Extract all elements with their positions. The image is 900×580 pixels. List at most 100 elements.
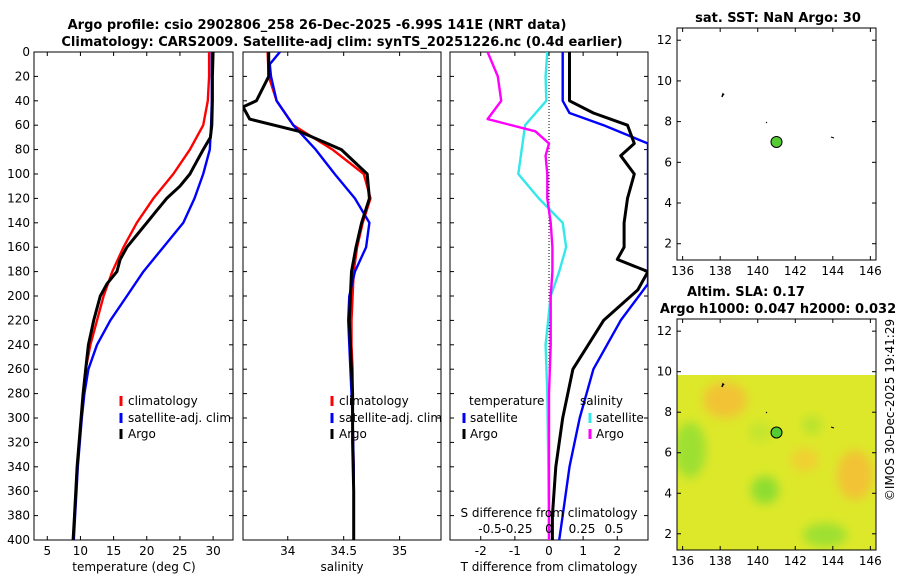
map-x-tick-label: 138 (709, 554, 732, 568)
y-tick-label: 380 (7, 509, 30, 523)
figure-title-line2: Climatology: CARS2009. Satellite-adj cli… (61, 35, 622, 50)
y-tick-label: 20 (15, 69, 30, 83)
sla-blob (802, 416, 822, 434)
sla-field-blobs (677, 382, 873, 547)
y-tick-label: 300 (7, 411, 30, 425)
sla-map-coast (721, 382, 835, 429)
map-y-tick-label: 4 (664, 486, 672, 500)
series-line-argo (71, 52, 215, 540)
legend-label-climatology: climatology (128, 394, 198, 408)
y-tick-label: 60 (15, 118, 30, 132)
argo-location-marker (770, 426, 783, 439)
y-tick-label: 220 (7, 313, 30, 327)
map-y-tick-label: 10 (657, 74, 672, 88)
y-tick-label: 120 (7, 191, 30, 205)
series-line-salinity-satellite (517, 52, 568, 540)
map-x-tick-label: 144 (821, 264, 844, 278)
salinity-legend: climatology satellite-adj. clim Argo (330, 394, 442, 441)
salinity-lines (243, 52, 372, 540)
legend-label-argo: Argo (128, 427, 156, 441)
difference-legend: temperature satellite Argo salinity sate… (462, 394, 644, 441)
x-tick-label: 2 (613, 544, 621, 558)
temperature-legend: climatology satellite-adj. clim Argo (119, 394, 231, 441)
map-x-tick-label: 136 (671, 554, 694, 568)
coast-fragment (721, 92, 725, 98)
x-tick-label: 34 (280, 544, 295, 558)
map-y-tick-label: 10 (657, 365, 672, 379)
salinity-ticks: 34 34.5 35 (243, 51, 441, 558)
x-tick-label: 34.5 (330, 544, 357, 558)
y-tick-label: 80 (15, 143, 30, 157)
sst-map-panel: sat. SST: NaN Argo: 30 136 138 140 142 144 14… (657, 11, 882, 278)
series-line-climatology (71, 52, 211, 540)
x-tick-label: 20 (139, 544, 154, 558)
timestamp-label: ©IMOS 30-Dec-2025 19:41:29 (883, 319, 897, 501)
sla-blob (837, 450, 873, 500)
y-tick-label: 160 (7, 240, 30, 254)
map-x-tick-label: 136 (671, 264, 694, 278)
legend-label-t-argo: Argo (470, 427, 498, 441)
y-tick-label: 180 (7, 265, 30, 279)
x-tick-label: 0 (545, 544, 553, 558)
sla-map-frame (676, 318, 877, 551)
map-y-tick-label: 6 (664, 155, 672, 169)
map-y-tick-label: 4 (664, 196, 672, 210)
series-line-satellite-adj-clim (72, 52, 214, 540)
map-y-tick-label: 12 (657, 33, 672, 47)
map-x-tick-label: 146 (859, 554, 882, 568)
legend-label-satellite: satellite-adj. clim (128, 411, 231, 425)
map-x-tick-label: 142 (784, 264, 807, 278)
map-y-tick-label: 12 (657, 324, 672, 338)
y-tick-label: 100 (7, 167, 30, 181)
coast-fragment (765, 411, 768, 414)
x-tick-label: 10 (73, 544, 88, 558)
y-tick-label: 200 (7, 289, 30, 303)
sla-map-panel: Altim. SLA: 0.17 Argo h1000: 0.047 h2000… (657, 285, 896, 568)
figure-title-line1: Argo profile: csio 2902806_258 26-Dec-20… (68, 18, 567, 33)
series-line-temperature-argo (550, 52, 648, 540)
sla-blob (803, 523, 847, 547)
legend-label-climatology-s: climatology (339, 394, 409, 408)
coast-fragment (830, 136, 835, 139)
legend-label-argo-s: Argo (339, 427, 367, 441)
legend-label-s-argo: Argo (596, 427, 624, 441)
y-tick-label: 280 (7, 387, 30, 401)
y-tick-label: 40 (15, 94, 30, 108)
x-tick-label: 25 (172, 544, 187, 558)
map-y-tick-label: 2 (664, 237, 672, 251)
map-y-tick-label: 8 (664, 405, 672, 419)
map-y-tick-label: 2 (664, 527, 672, 541)
argo-location-marker (770, 135, 783, 148)
sla-heatmap (677, 375, 876, 550)
temperature-panel: 5 10 15 20 25 3002040608010012014016018020022… (7, 45, 234, 574)
x-tick-label: 35 (392, 544, 407, 558)
sla-map-ticks: 136 138 140 142 144 146 2 4 6 8 10 12 (657, 319, 882, 568)
legend-label-satellite-s: satellite-adj. clim (339, 411, 442, 425)
sla-map-subtitle: Argo h1000: 0.047 h2000: 0.032 (660, 302, 896, 317)
sla-blob (748, 422, 772, 442)
sla-map-title: Altim. SLA: 0.17 (687, 285, 805, 300)
s-diff-tick-label: -0.25 (501, 522, 532, 536)
x-tick-label: 1 (579, 544, 587, 558)
sla-blob (677, 422, 706, 478)
coast-fragment (721, 382, 725, 388)
sst-map-title: sat. SST: NaN Argo: 30 (695, 11, 861, 26)
difference-xlabel-t: T difference from climatology (460, 560, 638, 574)
s-diff-tick-label: -0.5 (478, 522, 501, 536)
map-x-tick-label: 140 (746, 264, 769, 278)
y-tick-label: 320 (7, 435, 30, 449)
series-line-temperature-satellite (558, 52, 648, 540)
series-line-climatology (266, 52, 372, 540)
temperature-lines (71, 52, 215, 540)
sla-blob (791, 448, 819, 472)
s-diff-tick-label: 0.5 (604, 522, 623, 536)
map-x-tick-label: 140 (746, 554, 769, 568)
sla-blob (703, 382, 747, 418)
coast-fragment (765, 121, 768, 124)
x-tick-label: 15 (106, 544, 121, 558)
salinity-xlabel: salinity (320, 560, 363, 574)
y-tick-label: 140 (7, 216, 30, 230)
y-tick-label: 400 (7, 533, 30, 547)
sst-map-coast (721, 92, 835, 139)
legend-title-salinity: salinity (580, 394, 623, 408)
